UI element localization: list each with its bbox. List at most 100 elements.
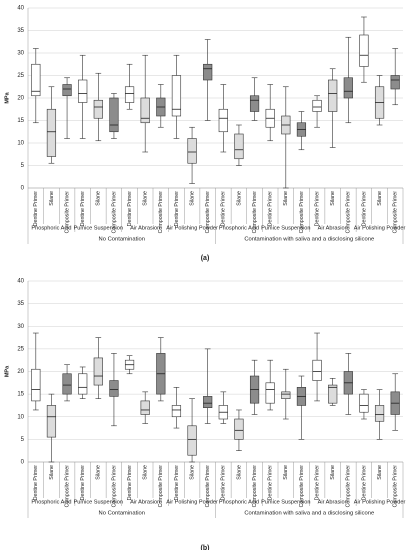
x-tick-label: Dentine Primer [174,191,180,227]
treatment-label: Air Polishing Powder [166,225,218,231]
treatment-label: Air Abrasion [130,499,160,505]
x-tick-label: Silane [236,191,242,206]
caption: (b) [201,545,210,550]
box [359,34,369,67]
y-tick-label: 20 [17,96,24,102]
treatment-label: Phosphoric Acid [219,225,259,231]
x-tick-label: Composite Primer [346,191,352,234]
box [171,75,182,117]
contamination-label: No Contamination [99,511,145,517]
x-tick-label: Silane [96,465,102,480]
x-tick-label: Silane [330,465,336,480]
x-tick-label: Composite Primer [252,191,258,234]
x-tick-label: Composite Primer [393,465,399,508]
treatment-label: Pumice Suspension [261,225,310,231]
box [62,373,72,395]
box [93,99,103,119]
y-tick-label: 35 [17,28,24,34]
box [31,368,41,402]
box [187,425,197,456]
y-tick-label: 0 [21,186,25,192]
y-axis-label: MPa [4,91,10,103]
x-tick-label: Composite Primer [205,191,211,234]
y-tick-label: 10 [17,414,24,420]
x-tick-label: Silane [236,465,242,480]
x-tick-label: Dentine Primer [268,191,274,227]
box [140,400,150,415]
box [124,86,135,103]
y-tick-label: 40 [17,6,24,12]
x-tick-label: Dentine Primer [361,465,367,501]
box [390,75,400,90]
x-tick-label: Silane [143,191,149,206]
box [328,384,338,404]
y-tick-label: 25 [17,346,24,352]
x-tick-label: Silane [49,191,55,206]
treatment-label: Air Polishing Powder [354,499,406,505]
treatment-label: Air Abrasion [318,225,348,231]
x-tick-label: Silane [143,465,149,480]
box [62,84,72,97]
box [203,396,213,409]
treatment-label: Phosphoric Acid [31,225,71,231]
y-tick-label: 25 [17,73,24,79]
x-tick-label: Composite Primer [299,191,305,234]
box [312,99,322,112]
box [234,418,244,440]
x-tick-label: Silane [49,465,55,480]
x-tick-label: Dentine Primer [127,465,133,501]
box [46,108,57,157]
box [359,393,369,413]
treatment-label: Pumice Suspension [74,499,123,505]
box [93,357,103,386]
treatment-label: Phosphoric Acid [31,499,71,505]
y-tick-label: 30 [17,51,24,57]
box [31,63,41,97]
treatment-label: Air Polishing Powder [354,225,406,231]
x-tick-label: Dentine Primer [80,191,86,227]
x-tick-label: Silane [283,465,289,480]
y-tick-label: 20 [17,369,24,375]
x-tick-label: Composite Primer [111,191,117,234]
x-tick-label: Silane [283,191,289,206]
x-tick-label: Composite Primer [158,465,164,508]
y-tick-label: 15 [17,392,24,398]
x-tick-label: Composite Primer [299,465,305,508]
contamination-label: Contamination with saliva and a disclosi… [244,511,374,517]
x-tick-label: Dentine Primer [127,191,133,227]
contamination-label: Contamination with saliva and a disclosi… [244,237,374,243]
box [140,97,150,124]
x-tick-label: Silane [189,191,195,206]
y-axis-label: MPa [4,365,10,377]
box [281,391,291,399]
x-tick-label: Silane [377,191,383,206]
treatment-label: Pumice Suspension [74,225,123,231]
treatment-label: Air Abrasion [130,225,160,231]
caption: (a) [201,255,210,262]
box [171,405,182,418]
box [218,108,228,133]
x-tick-label: Composite Primer [64,191,70,234]
x-tick-label: Dentine Primer [221,465,227,501]
box [46,405,57,438]
y-tick-label: 40 [17,279,24,285]
x-tick-label: Dentine Primer [33,465,39,501]
box [249,95,260,112]
box [109,97,119,133]
y-tick-label: 5 [21,163,25,169]
x-tick-label: Dentine Primer [268,465,274,501]
x-tick-label: Composite Primer [158,191,164,234]
y-tick-label: 30 [17,324,24,330]
x-tick-label: Dentine Primer [361,191,367,227]
x-tick-label: Silane [96,191,102,206]
box [265,382,275,404]
box [343,77,353,99]
x-tick-label: Composite Primer [393,191,399,234]
x-tick-label: Dentine Primer [80,465,86,501]
x-tick-label: Silane [189,465,195,480]
x-tick-label: Dentine Primer [33,191,39,227]
treatment-label: Pumice Suspension [261,499,310,505]
x-tick-label: Dentine Primer [314,191,320,227]
y-tick-label: 5 [21,437,25,443]
